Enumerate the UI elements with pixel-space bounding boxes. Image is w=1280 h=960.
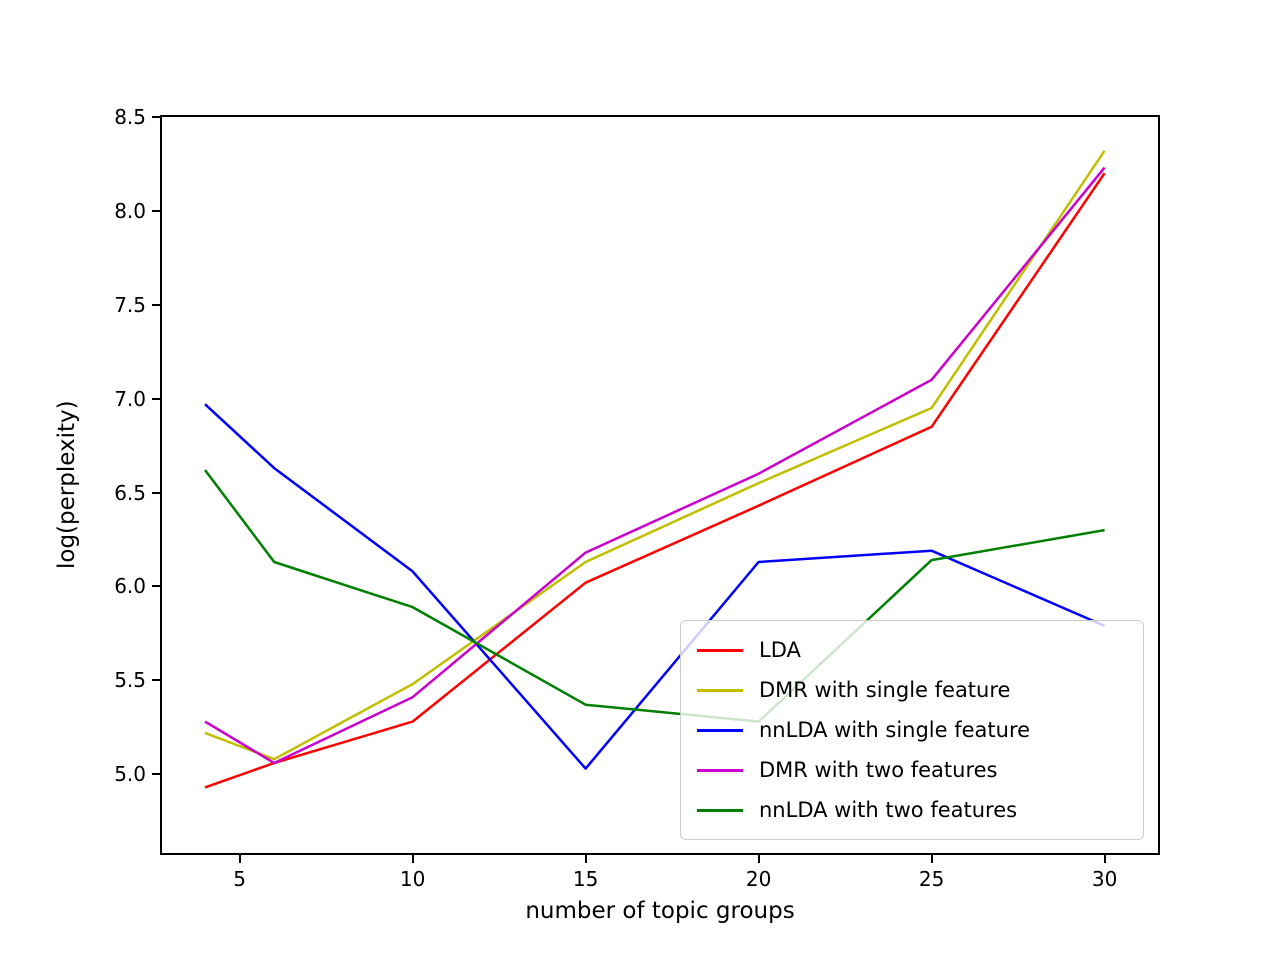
y-tick-mark — [152, 773, 160, 776]
x-tick-label: 30 — [1091, 867, 1118, 891]
legend-item: DMR with two features — [681, 750, 1143, 790]
x-tick-mark — [930, 855, 933, 863]
x-tick-label: 5 — [233, 867, 246, 891]
x-tick-label: 10 — [399, 867, 426, 891]
legend-item: nnLDA with single feature — [681, 710, 1143, 750]
y-tick-mark — [152, 209, 160, 212]
legend-label: LDA — [759, 638, 801, 662]
x-tick-mark — [584, 855, 587, 863]
y-tick-label: 6.5 — [114, 480, 146, 505]
legend-line-sample — [697, 728, 743, 732]
series-line — [204, 403, 1106, 770]
series-line — [204, 150, 1106, 761]
x-tick-mark — [1103, 855, 1106, 863]
axes-frame — [160, 115, 1160, 855]
legend: LDA DMR with single feature nnLDA with sin… — [680, 620, 1144, 840]
y-tick-label: 8.5 — [114, 104, 146, 129]
x-tick-mark — [757, 855, 760, 863]
legend-label: nnLDA with single feature — [759, 718, 1031, 742]
x-tick-label: 25 — [918, 867, 945, 891]
legend-line-sample — [697, 808, 743, 812]
y-tick-mark — [152, 115, 160, 118]
y-tick-mark — [152, 679, 160, 682]
y-tick-mark — [152, 397, 160, 400]
legend-line-sample — [697, 648, 743, 652]
x-axis-label: number of topic groups — [525, 898, 795, 924]
y-tick-label: 5.5 — [114, 668, 146, 693]
y-tick-label: 7.0 — [114, 386, 146, 411]
legend-label: nnLDA with two features — [759, 798, 1018, 822]
y-tick-label: 6.0 — [114, 574, 146, 599]
y-axis-label: log(perplexity) — [54, 400, 80, 570]
series-line — [204, 469, 1105, 723]
y-tick-mark — [152, 585, 160, 588]
legend-line-sample — [697, 688, 743, 692]
y-tick-label: 8.0 — [114, 198, 146, 223]
legend-line-sample — [697, 768, 743, 772]
legend-label: DMR with two features — [759, 758, 998, 782]
y-tick-mark — [152, 303, 160, 306]
x-tick-label: 20 — [745, 867, 772, 891]
x-tick-label: 15 — [572, 867, 599, 891]
legend-item: DMR with single feature — [681, 670, 1143, 710]
y-tick-mark — [152, 491, 160, 494]
legend-item: LDA — [681, 630, 1143, 670]
y-tick-label: 7.5 — [114, 292, 146, 317]
x-tick-mark — [411, 855, 414, 863]
series-line — [204, 166, 1106, 765]
plot-area: LDA DMR with single feature nnLDA with sin… — [160, 115, 1160, 855]
legend-item: nnLDA with two features — [681, 790, 1143, 830]
legend-label: DMR with single feature — [759, 678, 1011, 702]
chart-canvas — [160, 115, 1160, 855]
y-tick-label: 5.0 — [114, 762, 146, 787]
x-tick-mark — [238, 855, 241, 863]
